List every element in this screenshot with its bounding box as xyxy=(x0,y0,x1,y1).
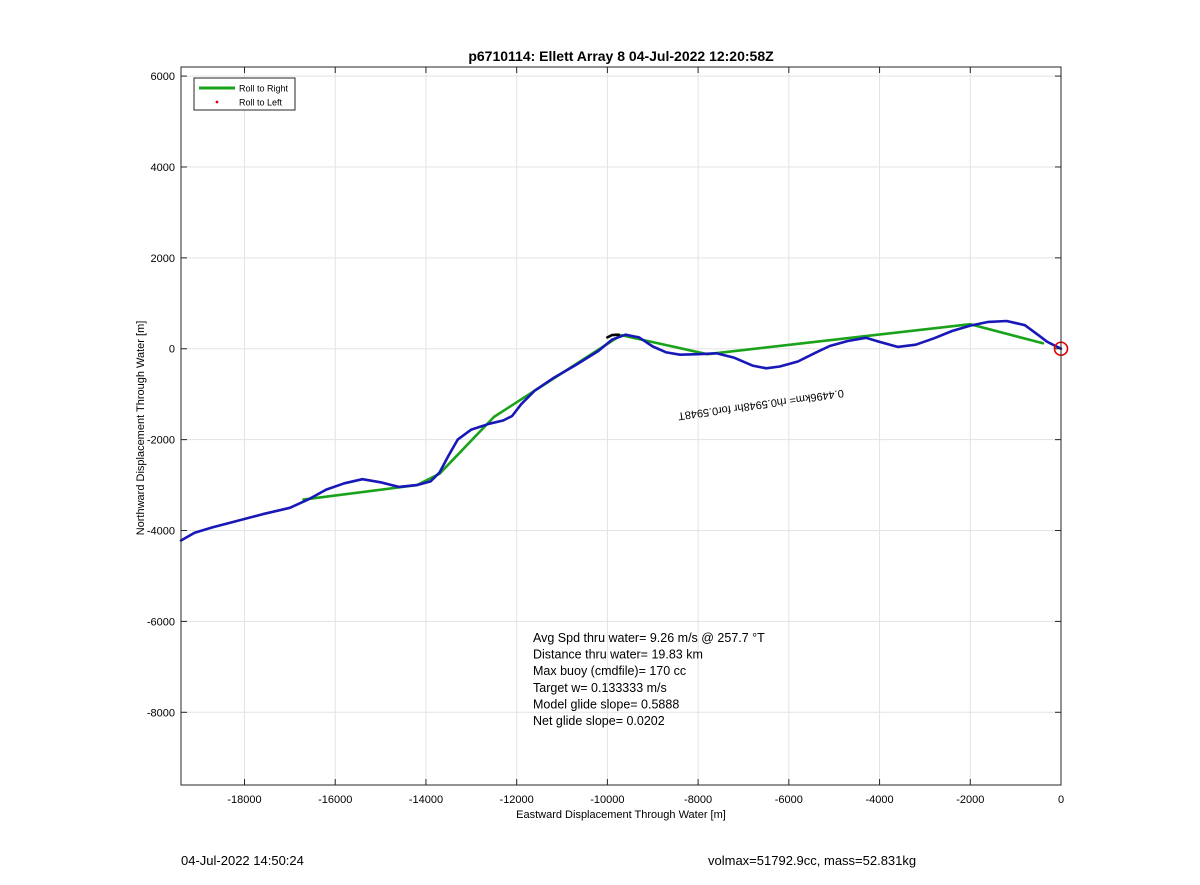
y-tick-label: 2000 xyxy=(151,253,175,265)
chart-title: p6710114: Ellett Array 8 04-Jul-2022 12:… xyxy=(468,48,774,64)
y-tick-label: -2000 xyxy=(147,435,175,447)
annotation-line: Model glide slope= 0.5888 xyxy=(533,697,679,711)
y-tick-label: -6000 xyxy=(147,616,175,628)
grid xyxy=(181,67,1062,785)
legend-box xyxy=(193,77,296,111)
legend-label: Roll to Right xyxy=(239,84,289,94)
y-tick-label: 6000 xyxy=(151,71,175,83)
annotation-line: Avg Spd thru water= 9.26 m/s @ 257.7 °T xyxy=(533,631,765,645)
plot-data: 0.4496km= rh0.5948hr for0.5948T xyxy=(179,319,1069,542)
x-tick-label: -14000 xyxy=(409,794,443,806)
annotation-line: Net glide slope= 0.0202 xyxy=(533,714,665,728)
annotation-line: Max buoy (cmdfile)= 170 cc xyxy=(533,664,686,678)
annotation-line: Target w= 0.133333 m/s xyxy=(533,681,667,695)
series-track-through-water xyxy=(179,319,1063,542)
x-axis-label: Eastward Displacement Through Water [m] xyxy=(516,809,726,821)
y-tick-label: -4000 xyxy=(147,526,175,538)
footer-vehicle-info: volmax=51792.9cc, mass=52.831kg xyxy=(708,853,917,868)
axes-box xyxy=(180,66,1062,786)
stats-annotation: Avg Spd thru water= 9.26 m/s @ 257.7 °T D… xyxy=(533,631,765,728)
legend-swatch-dot xyxy=(215,100,219,104)
y-tick-label: 4000 xyxy=(151,162,175,174)
footer-timestamp: 04-Jul-2022 14:50:24 xyxy=(181,853,304,868)
y-axis-label: Northward Displacement Through Water [m] xyxy=(135,321,147,536)
x-tick-label: -6000 xyxy=(775,794,803,806)
x-tick-label: -10000 xyxy=(590,794,624,806)
x-tick-label: -12000 xyxy=(500,794,534,806)
series-current-segment xyxy=(606,333,621,339)
y-tick-label: 0 xyxy=(169,344,175,356)
annotation-line: Distance thru water= 19.83 km xyxy=(533,648,703,662)
legend: Roll to Right Roll to Left xyxy=(193,77,296,111)
ticks: -18000 -16000 -14000 -12000 -10000 -8000 -6000… xyxy=(147,67,1064,806)
x-tick-label: -18000 xyxy=(227,794,261,806)
y-tick-label: -8000 xyxy=(147,707,175,719)
x-tick-label: -4000 xyxy=(865,794,893,806)
x-tick-label: -2000 xyxy=(956,794,984,806)
x-tick-label: -16000 xyxy=(318,794,352,806)
x-tick-label: -8000 xyxy=(684,794,712,806)
series-heading-segments xyxy=(302,322,1045,501)
legend-label: Roll to Left xyxy=(239,98,283,108)
rotated-segment-label: 0.4496km= rh0.5948hr for0.5948T xyxy=(677,387,845,422)
x-tick-label: 0 xyxy=(1058,794,1064,806)
